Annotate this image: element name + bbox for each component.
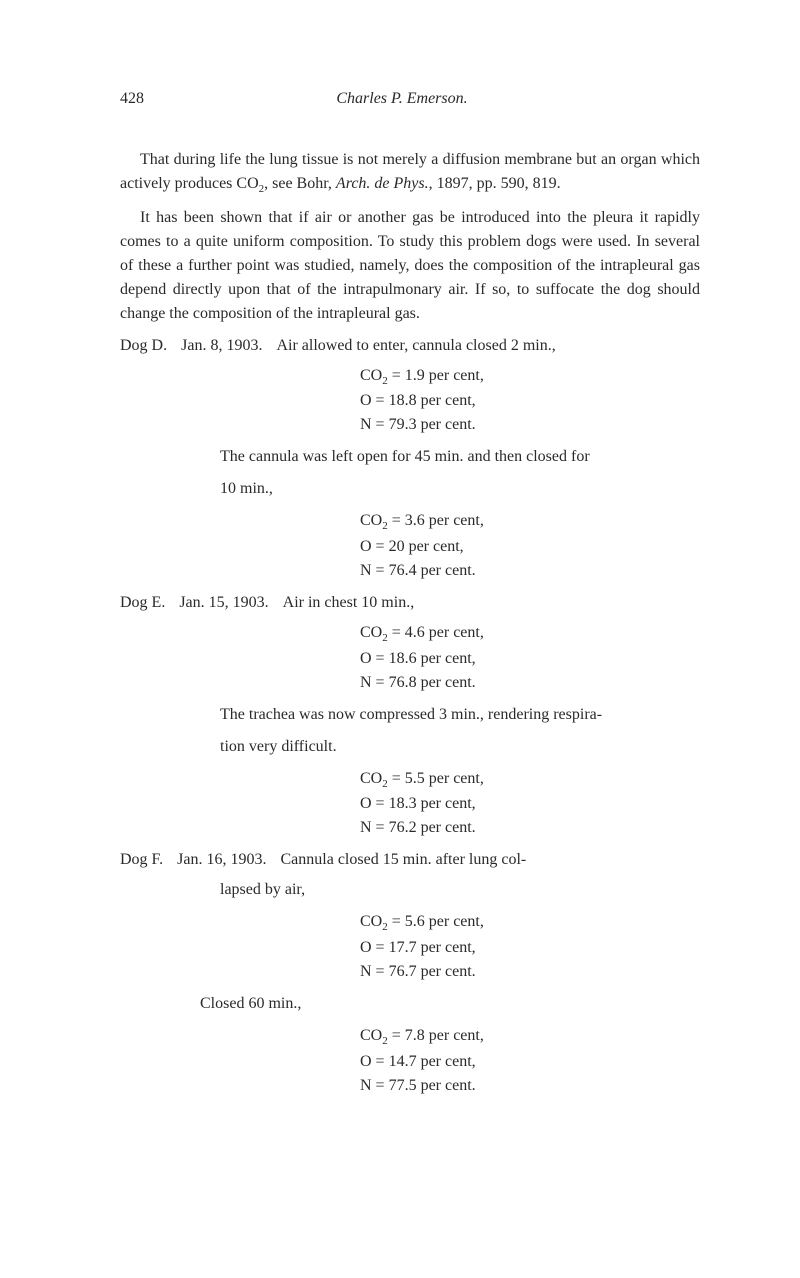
formula-o: O = 18.3 per cent, [360, 792, 700, 816]
dog-e-formula-2: CO2 = 5.5 per cent, O = 18.3 per cent, N… [360, 767, 700, 841]
dog-f-entry: Dog F. Jan. 16, 1903. Cannula closed 15 … [120, 848, 700, 872]
dog-e-desc: Air in chest 10 min., [283, 594, 415, 611]
formula-co2: CO2 = 7.8 per cent, [360, 1024, 700, 1050]
formula-co2: CO2 = 3.6 per cent, [360, 509, 700, 535]
dog-e-subtext2: tion very difficult. [220, 735, 700, 759]
formula-n: N = 76.2 per cent. [360, 816, 700, 840]
dog-e-subtext: The trachea was now compressed 3 min., r… [200, 703, 700, 727]
dog-d-desc: Air allowed to enter, cannula closed 2 m… [276, 337, 555, 354]
dog-f-formula-2: CO2 = 7.8 per cent, O = 14.7 per cent, N… [360, 1024, 700, 1098]
formula-o: O = 17.7 per cent, [360, 936, 700, 960]
dog-e-formula-1: CO2 = 4.6 per cent, O = 18.6 per cent, N… [360, 621, 700, 695]
dog-f-label: Dog F. [120, 851, 163, 868]
dog-f-desc: Cannula closed 15 min. after lung col- [281, 851, 527, 868]
dog-f-date: Jan. 16, 1903. [177, 851, 266, 868]
dog-f-subtext: Closed 60 min., [200, 992, 700, 1016]
formula-n: N = 79.3 per cent. [360, 413, 700, 437]
formula-n: N = 76.4 per cent. [360, 559, 700, 583]
dog-d-formula-2: CO2 = 3.6 per cent, O = 20 per cent, N =… [360, 509, 700, 583]
paragraph-2: It has been shown that if air or another… [120, 206, 700, 326]
formula-o: O = 18.6 per cent, [360, 647, 700, 671]
dog-d-date: Jan. 8, 1903. [181, 337, 262, 354]
dog-d-subtext: The cannula was left open for 45 min. an… [200, 445, 700, 469]
dog-e-label: Dog E. [120, 594, 165, 611]
dog-f-desc2: lapsed by air, [220, 878, 700, 902]
formula-co2: CO2 = 5.5 per cent, [360, 767, 700, 793]
dog-e-entry: Dog E. Jan. 15, 1903. Air in chest 10 mi… [120, 591, 700, 615]
formula-n: N = 77.5 per cent. [360, 1074, 700, 1098]
dog-f-formula-1: CO2 = 5.6 per cent, O = 17.7 per cent, N… [360, 910, 700, 984]
page-header: 428 Charles P. Emerson. [120, 90, 700, 108]
formula-o: O = 20 per cent, [360, 535, 700, 559]
formula-n: N = 76.7 per cent. [360, 960, 700, 984]
formula-co2: CO2 = 4.6 per cent, [360, 621, 700, 647]
formula-o: O = 14.7 per cent, [360, 1050, 700, 1074]
formula-co2: CO2 = 5.6 per cent, [360, 910, 700, 936]
formula-o: O = 18.8 per cent, [360, 389, 700, 413]
dog-d-label: Dog D. [120, 337, 167, 354]
formula-n: N = 76.8 per cent. [360, 671, 700, 695]
formula-co2: CO2 = 1.9 per cent, [360, 364, 700, 390]
paragraph-1: That during life the lung tissue is not … [120, 148, 700, 198]
page-title: Charles P. Emerson. [104, 90, 700, 108]
dog-d-entry: Dog D. Jan. 8, 1903. Air allowed to ente… [120, 334, 700, 358]
dog-e-date: Jan. 15, 1903. [179, 594, 268, 611]
dog-d-subtext2: 10 min., [220, 477, 700, 501]
dog-d-formula-1: CO2 = 1.9 per cent, O = 18.8 per cent, N… [360, 364, 700, 438]
